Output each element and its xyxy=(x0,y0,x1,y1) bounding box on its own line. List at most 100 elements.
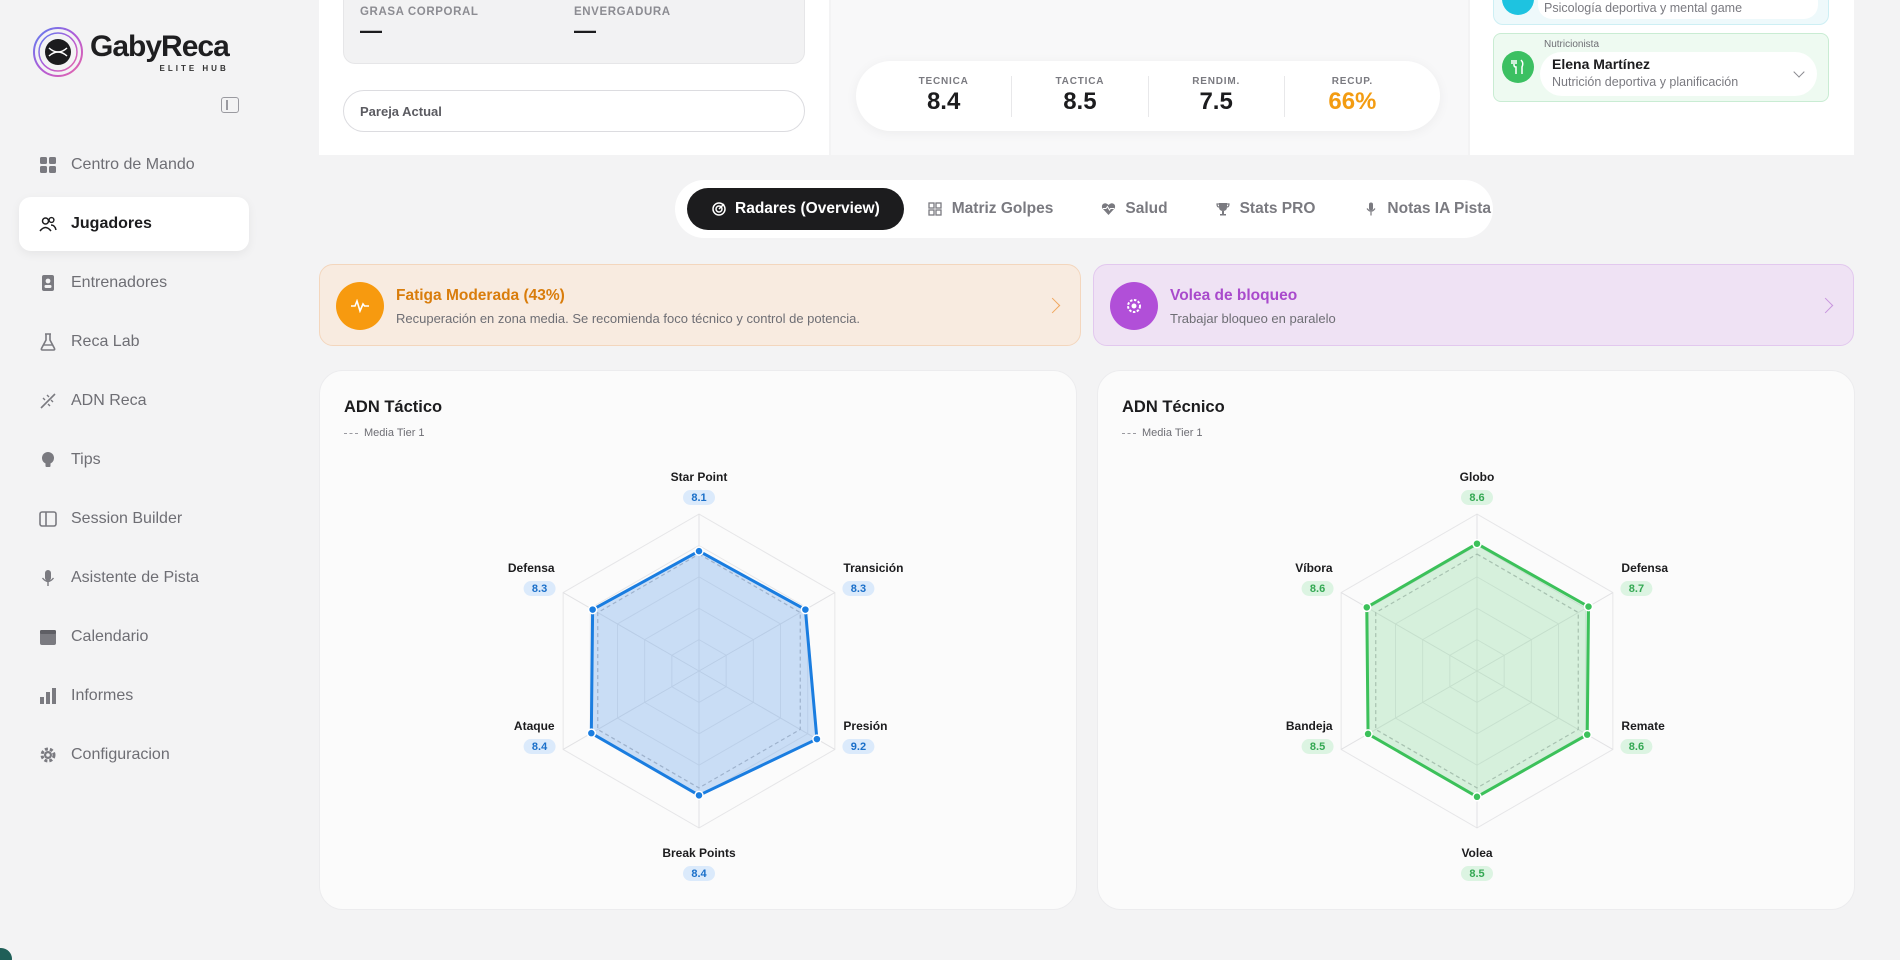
bar-chart-icon xyxy=(39,687,57,705)
heart-pulse-icon xyxy=(1101,202,1116,217)
sidebar-item-configuracion[interactable]: Configuracion xyxy=(19,728,249,782)
dna-icon xyxy=(39,392,57,410)
radar-benchmark-polygon xyxy=(1375,553,1579,789)
legend-label: Media Tier 1 xyxy=(1142,427,1203,439)
radar-value-label: 8.7 xyxy=(1629,583,1644,595)
sidebar-item-reca-lab[interactable]: Reca Lab xyxy=(19,315,249,369)
radar-axis-label: Bandeja xyxy=(1286,719,1333,733)
sidebar-item-label: Reca Lab xyxy=(71,333,140,350)
radar-legend: Media Tier 1 xyxy=(344,427,425,439)
tab-stats-pro[interactable]: Stats PRO xyxy=(1192,188,1340,230)
view-tabs: Radares (Overview) Matriz Golpes Salud S… xyxy=(675,180,1493,238)
radar-legend: Media Tier 1 xyxy=(1122,427,1203,439)
tab-salud[interactable]: Salud xyxy=(1077,188,1191,230)
chevron-right-icon xyxy=(1044,297,1061,314)
sidebar-item-tips[interactable]: Tips xyxy=(19,433,249,487)
microphone-icon xyxy=(1363,202,1378,217)
current-pair-field[interactable]: Pareja Actual xyxy=(343,90,805,132)
legend-dash-icon xyxy=(1122,432,1136,434)
sidebar-item-informes[interactable]: Informes xyxy=(19,669,249,723)
sidebar-item-label: Informes xyxy=(71,687,134,704)
body-stat-label: ENVERGADURA xyxy=(574,6,671,18)
staff-role: Nutricionista xyxy=(1544,39,1600,50)
scores-panel: TECNICA 8.4 TACTICA 8.5 RENDIM. 7.5 RECU… xyxy=(831,0,1468,155)
staff-desc: Nutrición deportiva y planificación xyxy=(1552,75,1739,89)
body-stat-fat: GRASA CORPORAL — xyxy=(360,6,574,57)
sidebar-collapse-icon[interactable] xyxy=(221,97,239,113)
radar-title: ADN Técnico xyxy=(1122,398,1225,416)
staff-card-psychologist[interactable]: Psicología deportiva y mental game xyxy=(1493,0,1829,25)
radar-spoke xyxy=(698,592,836,672)
radar-axis-label: Presión xyxy=(843,719,887,733)
radar-value-label: 8.1 xyxy=(691,492,706,504)
radar-point xyxy=(694,546,704,556)
player-body-panel: GRASA CORPORAL — ENVERGADURA — Pareja Ac… xyxy=(319,0,829,155)
score-label: TECNICA xyxy=(918,75,969,87)
tab-label: Salud xyxy=(1125,200,1168,217)
score-value: 7.5 xyxy=(1199,87,1233,115)
staff-name: Elena Martínez xyxy=(1552,56,1651,72)
sidebar-item-entrenadores[interactable]: Entrenadores xyxy=(19,256,249,310)
sidebar-item-centro-de-mando[interactable]: Centro de Mando xyxy=(19,138,249,192)
tab-label: Radares (Overview) xyxy=(735,200,880,217)
radar-axis-label: Volea xyxy=(1461,846,1492,860)
sidebar: GabyReca ELITE HUB Centro de Mando Jugad… xyxy=(0,0,270,960)
sidebar-item-label: Calendario xyxy=(71,628,149,645)
tab-notas-ia-pista[interactable]: Notas IA Pista xyxy=(1339,188,1515,230)
radar-value-badge xyxy=(842,581,875,596)
tab-radares[interactable]: Radares (Overview) xyxy=(687,188,904,230)
sidebar-item-label: Entrenadores xyxy=(71,274,168,291)
score-value: 66% xyxy=(1328,87,1377,115)
corner-accent xyxy=(0,948,12,960)
score-label: TACTICA xyxy=(1055,75,1105,87)
radar-value-label: 8.6 xyxy=(1469,492,1484,504)
radar-point xyxy=(1362,602,1372,613)
radar-icon xyxy=(711,202,726,217)
radar-point xyxy=(812,734,822,744)
tab-label: Stats PRO xyxy=(1239,200,1316,217)
body-stat-wingspan: ENVERGADURA — xyxy=(574,6,788,57)
sidebar-item-label: Configuracion xyxy=(71,746,170,763)
staff-card-nutritionist: Nutricionista Elena Martínez Nutrición d… xyxy=(1493,33,1829,102)
body-stat-value: — xyxy=(574,18,596,43)
cutlery-icon xyxy=(1502,51,1534,83)
sidebar-item-asistente-de-pista[interactable]: Asistente de Pista xyxy=(19,551,249,605)
radar-point xyxy=(1363,729,1373,739)
legend-label: Media Tier 1 xyxy=(364,427,425,439)
radar-value-badge xyxy=(1461,866,1493,881)
sidebar-item-adn-reca[interactable]: ADN Reca xyxy=(19,374,249,428)
fatigue-alert-card[interactable]: Fatiga Moderada (43%) Recuperación en zo… xyxy=(319,264,1081,346)
sidebar-item-session-builder[interactable]: Session Builder xyxy=(19,492,249,546)
legend-dash-icon xyxy=(344,432,358,434)
radar-value-badge xyxy=(842,739,875,754)
sidebar-item-label: ADN Reca xyxy=(71,392,147,409)
score-rendimiento: RENDIM. 7.5 xyxy=(1149,75,1285,117)
nutritionist-select[interactable]: Elena Martínez Nutrición deportiva y pla… xyxy=(1540,52,1817,96)
grid-icon xyxy=(928,202,943,217)
focus-alert-card[interactable]: Volea de bloqueo Trabajar bloqueo en par… xyxy=(1093,264,1854,346)
radar-value-badge xyxy=(1301,581,1334,596)
dashboard-icon xyxy=(39,156,57,174)
staff-desc: Psicología deportiva y mental game xyxy=(1544,1,1743,15)
sidebar-item-calendario[interactable]: Calendario xyxy=(19,610,249,664)
radar-value-badge xyxy=(683,490,715,505)
tab-matriz-golpes[interactable]: Matriz Golpes xyxy=(904,188,1078,230)
radar-axis-label: Globo xyxy=(1460,470,1495,484)
score-value: 8.4 xyxy=(926,87,961,115)
radar-value-label: 9.2 xyxy=(851,741,866,753)
score-value: 8.5 xyxy=(1063,87,1097,115)
brand-logo[interactable]: GabyReca ELITE HUB xyxy=(32,26,230,78)
sidebar-nav: Centro de Mando Jugadores Entrenadores R… xyxy=(19,138,249,787)
score-card: TECNICA 8.4 TACTICA 8.5 RENDIM. 7.5 RECU… xyxy=(856,61,1440,131)
sidebar-item-label: Centro de Mando xyxy=(71,156,195,173)
staff-panel: Psicología deportiva y mental game Nutri… xyxy=(1470,0,1854,155)
radar-value-label: 8.4 xyxy=(532,741,548,753)
sidebar-item-jugadores[interactable]: Jugadores xyxy=(19,197,249,251)
brand-tagline: ELITE HUB xyxy=(159,63,229,73)
radar-point xyxy=(587,604,598,615)
radar-spoke xyxy=(1340,670,1478,750)
alert-title: Fatiga Moderada (43%) xyxy=(396,287,565,304)
radar-value-badge xyxy=(1461,490,1493,505)
body-stats: GRASA CORPORAL — ENVERGADURA — xyxy=(343,0,805,64)
score-recuperacion: RECUP. 66% xyxy=(1285,76,1420,117)
